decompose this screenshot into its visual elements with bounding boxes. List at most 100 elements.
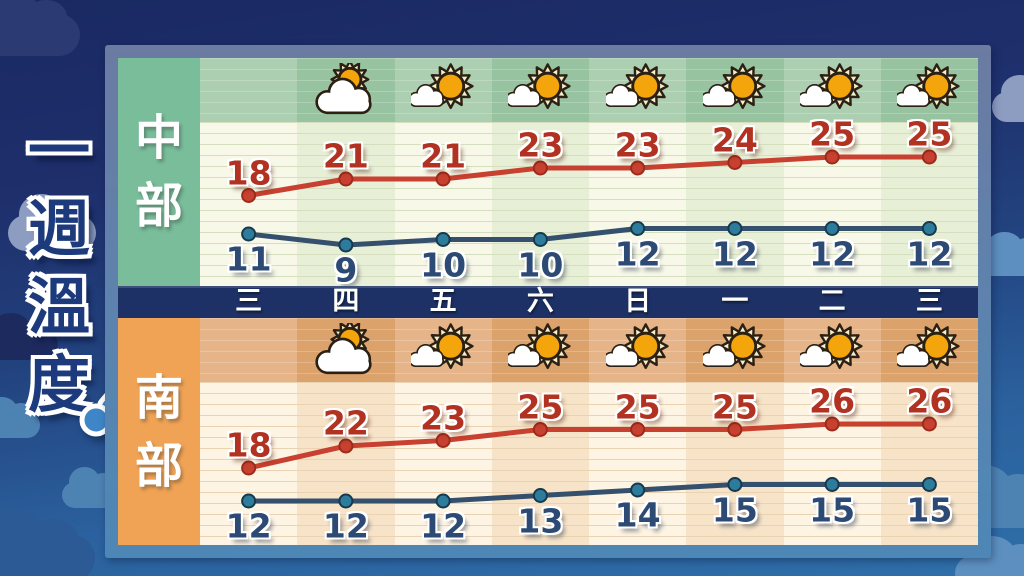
weather-icon-cell <box>491 58 589 122</box>
day-label: 三 <box>235 286 263 317</box>
low-temp-point <box>338 493 354 509</box>
region-label-char: 南 <box>134 369 183 426</box>
chart-column <box>686 382 784 545</box>
cloud <box>0 0 80 56</box>
high-temp-point <box>727 155 743 170</box>
low-temp-point <box>338 237 354 253</box>
low-temp-point <box>241 493 257 509</box>
high-temp-label: 25 <box>517 387 564 426</box>
chart-column <box>297 122 395 286</box>
low-temp-point <box>630 221 646 236</box>
high-temp-point <box>241 460 257 476</box>
high-temp-label: 23 <box>614 125 661 165</box>
weather-icon-cell <box>491 318 589 382</box>
weather-icon-cell <box>686 58 784 122</box>
low-temp-point <box>727 221 743 236</box>
low-temp-label: 12 <box>322 506 369 546</box>
region-label-central: 中部 <box>118 58 200 286</box>
high-temp-point <box>630 160 646 176</box>
low-temp-label: 14 <box>614 495 661 535</box>
low-temp-label: 11 <box>225 239 272 279</box>
high-temp-point <box>338 171 354 187</box>
low-temp-point <box>824 221 840 236</box>
high-temp-point <box>532 160 548 176</box>
high-temp-label: 25 <box>906 114 953 154</box>
low-temp-label: 12 <box>614 234 661 273</box>
high-temp-point <box>824 416 840 432</box>
low-temp-line <box>246 226 932 248</box>
chart-column <box>394 382 492 545</box>
day-label: 日 <box>624 286 652 317</box>
cloud <box>0 312 58 360</box>
weather-icon-cell <box>394 318 492 382</box>
weather-icon-cell <box>297 58 395 122</box>
low-temp-label: 13 <box>517 501 564 540</box>
low-temp-point <box>532 232 548 247</box>
low-temp-label: 9 <box>334 250 358 290</box>
chart-column <box>589 382 687 545</box>
region-label-char: 部 <box>134 437 183 494</box>
region-section-central: 中部 18 21 21 23 23 24 25 25 11 9 10 10 12 12 12 12 <box>118 58 978 290</box>
day-label: 四 <box>332 286 360 317</box>
title-char: 一 <box>28 114 91 187</box>
forecast-content: 中部 18 21 21 23 23 24 25 25 11 9 10 10 12 12 12 12 三 四 五 六 日 一… <box>118 58 978 545</box>
high-temp-point <box>630 422 646 437</box>
low-temp-label: 15 <box>906 490 953 529</box>
day-label: 一 <box>721 286 749 317</box>
title-char: 週 <box>28 192 91 265</box>
low-temp-label: 12 <box>809 234 856 273</box>
day-label: 六 <box>526 286 554 317</box>
high-temp-label: 25 <box>711 387 758 426</box>
chart-column <box>783 382 881 545</box>
temperature-chart <box>241 416 937 509</box>
high-temp-label: 18 <box>225 153 272 192</box>
high-temp-point <box>435 171 451 187</box>
low-temp-label: 12 <box>711 234 758 273</box>
low-temp-label: 10 <box>517 245 564 284</box>
high-temp-label: 24 <box>711 120 758 159</box>
chart-column <box>200 122 298 286</box>
weather-icon-cell <box>880 58 978 122</box>
low-temp-point <box>532 488 548 503</box>
high-temp-label: 21 <box>420 136 467 176</box>
region-section-south: 南部 18 22 23 25 25 25 26 26 12 12 12 13 14 15 15 15 <box>118 318 978 545</box>
weather-icon-cell <box>589 318 687 382</box>
high-temp-label: 22 <box>322 403 369 443</box>
high-temp-point <box>921 149 937 165</box>
chart-column <box>880 382 978 545</box>
chart-column <box>491 122 589 286</box>
title-char: 度 <box>28 348 91 421</box>
chart-column <box>783 122 881 286</box>
low-temp-point <box>921 221 937 236</box>
high-temp-point <box>241 188 257 203</box>
high-temp-label: 25 <box>614 387 661 426</box>
chart-column <box>589 122 687 286</box>
high-temp-label: 23 <box>420 398 467 437</box>
low-temp-label: 15 <box>711 490 758 529</box>
low-temp-point <box>435 493 451 509</box>
chart-column <box>297 382 395 545</box>
day-label: 五 <box>429 286 457 317</box>
low-temp-line <box>246 482 932 504</box>
high-temp-line <box>246 421 932 471</box>
weather-icon-cell <box>394 58 492 122</box>
low-temp-label: 12 <box>906 234 953 273</box>
chart-column <box>491 382 589 545</box>
title-char: 溫 <box>28 270 91 343</box>
low-temp-label: 15 <box>809 490 856 529</box>
temperature-chart <box>241 149 937 253</box>
weather-icon-cell <box>783 58 881 122</box>
weather-icon-cell <box>783 318 881 382</box>
high-temp-point <box>921 416 937 432</box>
day-label: 二 <box>818 286 846 317</box>
weather-icon-row <box>200 58 978 122</box>
chart-column <box>394 122 492 286</box>
weather-icon-cell <box>589 58 687 122</box>
forecast-panel: 中部 18 21 21 23 23 24 25 25 11 9 10 10 12 12 12 12 三 四 五 六 日 一… <box>105 45 991 558</box>
cloud <box>0 396 40 438</box>
page-title: 一 週 溫 度 <box>28 116 90 420</box>
weather-icon-cell <box>297 318 395 382</box>
high-temp-label: 26 <box>906 381 953 421</box>
cloud <box>955 536 1024 576</box>
